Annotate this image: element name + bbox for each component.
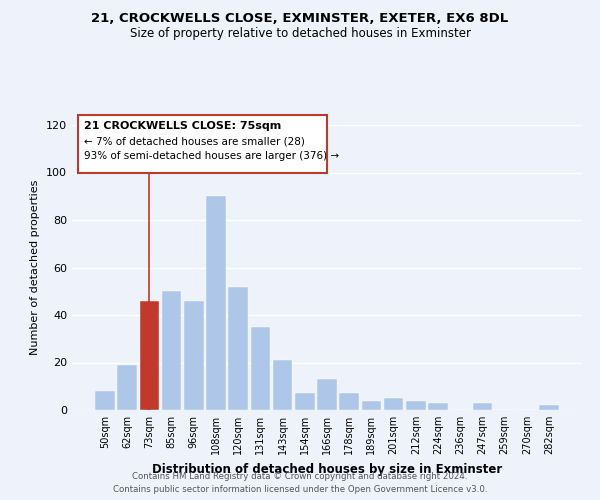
Bar	[340, 394, 359, 410]
Bar	[162, 291, 181, 410]
Bar	[184, 300, 203, 410]
Bar	[140, 300, 159, 410]
Bar	[206, 196, 226, 410]
Bar	[428, 403, 448, 410]
Bar	[384, 398, 403, 410]
Bar	[229, 286, 248, 410]
Text: Contains HM Land Registry data © Crown copyright and database right 2024.: Contains HM Land Registry data © Crown c…	[132, 472, 468, 481]
Bar	[362, 400, 381, 410]
Bar	[406, 400, 425, 410]
Text: ← 7% of detached houses are smaller (28): ← 7% of detached houses are smaller (28)	[84, 136, 305, 146]
Bar	[539, 405, 559, 410]
Y-axis label: Number of detached properties: Number of detached properties	[31, 180, 40, 355]
Bar	[95, 391, 115, 410]
X-axis label: Distribution of detached houses by size in Exminster: Distribution of detached houses by size …	[152, 462, 502, 475]
Bar	[118, 365, 137, 410]
Text: Size of property relative to detached houses in Exminster: Size of property relative to detached ho…	[130, 28, 470, 40]
Bar	[295, 394, 314, 410]
Text: 21 CROCKWELLS CLOSE: 75sqm: 21 CROCKWELLS CLOSE: 75sqm	[84, 121, 281, 131]
Bar	[473, 403, 492, 410]
Text: 93% of semi-detached houses are larger (376) →: 93% of semi-detached houses are larger (…	[84, 151, 339, 161]
Text: 21, CROCKWELLS CLOSE, EXMINSTER, EXETER, EX6 8DL: 21, CROCKWELLS CLOSE, EXMINSTER, EXETER,…	[91, 12, 509, 26]
Bar	[273, 360, 292, 410]
Bar	[317, 379, 337, 410]
Text: Contains public sector information licensed under the Open Government Licence v3: Contains public sector information licen…	[113, 485, 487, 494]
Bar	[251, 327, 270, 410]
